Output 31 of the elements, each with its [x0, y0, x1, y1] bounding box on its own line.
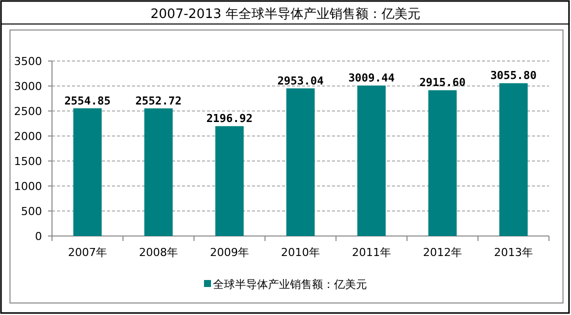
data-label: 3055.80 — [490, 69, 537, 82]
data-label: 2915.60 — [419, 76, 466, 90]
x-tick-label: 2011年 — [352, 246, 391, 259]
y-tick-label: 3000 — [14, 80, 42, 93]
data-label: 2552.72 — [135, 94, 182, 108]
y-tick-label: 2500 — [14, 105, 42, 118]
x-tick-label: 2007年 — [68, 246, 107, 259]
bar — [428, 90, 457, 236]
data-label: 2196.92 — [206, 112, 253, 126]
x-tick-label: 2008年 — [139, 246, 178, 259]
bar — [499, 83, 528, 236]
y-tick-label: 0 — [35, 230, 42, 243]
chart-title: 2007-2013 年全球半导体产业销售额：亿美元 — [150, 6, 420, 22]
y-tick-label: 1500 — [14, 155, 42, 168]
bar — [144, 108, 173, 236]
x-tick-label: 2013年 — [494, 246, 533, 259]
y-tick-label: 500 — [21, 205, 42, 218]
data-label: 2953.04 — [277, 74, 324, 88]
bar — [357, 86, 386, 236]
legend-label: 全球半导体产业销售额：亿美元 — [213, 278, 367, 291]
data-label: 2554.85 — [64, 94, 111, 108]
y-tick-label: 3500 — [14, 55, 42, 68]
data-label: 3009.44 — [348, 72, 396, 85]
y-tick-label: 2000 — [14, 130, 42, 143]
bar — [73, 108, 102, 236]
x-tick-label: 2009年 — [210, 246, 249, 259]
y-tick-label: 1000 — [14, 180, 42, 193]
x-tick-label: 2012年 — [423, 246, 462, 259]
bar — [286, 88, 315, 236]
x-tick-label: 2010年 — [281, 246, 320, 259]
bar — [215, 126, 244, 236]
